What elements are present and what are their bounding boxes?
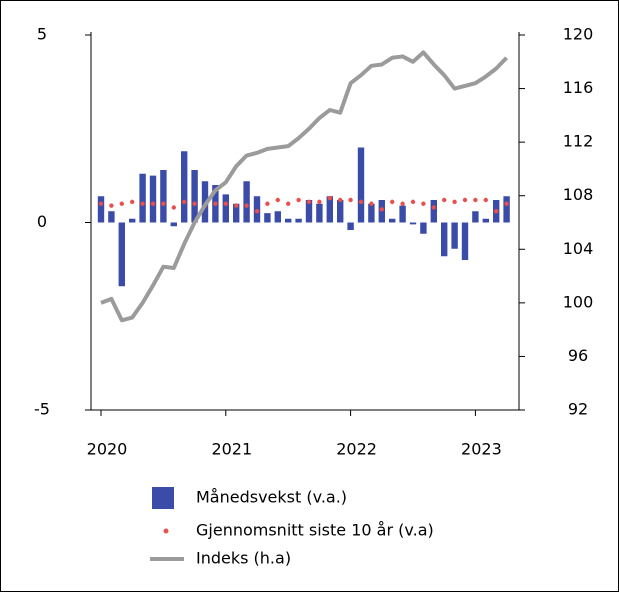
x-tick-label: 2020 xyxy=(87,440,128,459)
dot xyxy=(130,199,135,205)
legend-swatch xyxy=(152,487,174,509)
bar xyxy=(430,200,437,223)
dot xyxy=(98,201,104,206)
dot xyxy=(462,197,468,203)
bar xyxy=(191,170,198,223)
bar xyxy=(170,222,177,227)
dot xyxy=(379,207,384,212)
dot xyxy=(410,199,416,205)
bar xyxy=(337,200,344,223)
legend-label: Månedsvekst (v.a.) xyxy=(196,488,347,507)
dot xyxy=(348,197,353,203)
y2-tick-label: 112 xyxy=(563,132,594,151)
legend-label: Indeks (h.a) xyxy=(196,549,291,568)
dot xyxy=(327,195,332,201)
dot xyxy=(234,203,239,208)
dot xyxy=(421,201,426,206)
dot xyxy=(442,197,447,203)
bar xyxy=(305,200,313,223)
dot xyxy=(192,201,197,206)
dot xyxy=(494,209,499,214)
bar xyxy=(243,181,250,223)
bar xyxy=(160,170,167,223)
y2-tick-label: 96 xyxy=(568,346,588,365)
y2-tick-label: 100 xyxy=(563,292,594,311)
dot xyxy=(296,197,301,203)
dot xyxy=(223,201,228,206)
dot xyxy=(452,199,457,205)
bar xyxy=(399,205,406,223)
dot xyxy=(358,199,364,205)
bar xyxy=(181,151,188,223)
bar xyxy=(316,203,323,223)
bar xyxy=(108,211,115,223)
x-tick-label: 2022 xyxy=(336,440,377,459)
dot xyxy=(109,203,114,208)
bar xyxy=(503,196,510,223)
dot xyxy=(119,201,125,206)
dot xyxy=(400,201,405,206)
bar xyxy=(274,211,281,223)
dot xyxy=(390,199,395,205)
bar xyxy=(285,218,292,223)
bar xyxy=(139,173,146,223)
dot xyxy=(182,199,187,205)
dot xyxy=(306,199,312,205)
x-tick-label: 2023 xyxy=(461,440,502,459)
bar xyxy=(129,218,136,223)
legend-label: Gjennomsnitt siste 10 år (v.a) xyxy=(196,521,434,540)
y2-tick-label: 108 xyxy=(563,185,594,204)
dot xyxy=(161,201,166,206)
dot xyxy=(244,203,249,208)
bar xyxy=(118,222,125,287)
dot xyxy=(473,197,478,203)
bar xyxy=(149,175,157,223)
bar xyxy=(347,222,354,230)
y-tick-label: 5 xyxy=(37,25,47,44)
dot xyxy=(265,201,270,206)
y2-tick-label: 104 xyxy=(563,239,594,258)
bar xyxy=(357,147,365,223)
y2-tick-label: 92 xyxy=(568,400,588,419)
x-tick-label: 2021 xyxy=(211,440,252,459)
y2-tick-label: 120 xyxy=(563,25,594,44)
dot xyxy=(254,209,260,214)
legend-swatch xyxy=(163,528,169,534)
bar xyxy=(326,196,333,223)
dot xyxy=(338,197,343,203)
y-tick-label: 0 xyxy=(37,212,47,231)
bar xyxy=(482,218,489,223)
y2-tick-label: 116 xyxy=(563,78,594,97)
dot xyxy=(317,199,322,205)
dot xyxy=(140,201,145,206)
bar xyxy=(389,218,396,223)
bar xyxy=(295,218,302,223)
dot xyxy=(213,201,218,206)
bar xyxy=(222,194,229,223)
dot xyxy=(369,201,374,206)
bar xyxy=(97,196,105,223)
dot xyxy=(431,205,436,210)
bar xyxy=(409,222,417,225)
bar xyxy=(368,203,375,223)
index-line xyxy=(100,50,509,323)
dot xyxy=(275,197,280,203)
bar xyxy=(233,203,240,223)
bar xyxy=(472,211,479,223)
dot xyxy=(504,201,509,206)
dot xyxy=(150,201,156,206)
dot xyxy=(286,201,291,206)
dot xyxy=(171,205,176,210)
dot xyxy=(483,197,488,203)
y-tick-label: -5 xyxy=(34,400,50,419)
bar xyxy=(461,222,469,260)
bar xyxy=(441,222,448,257)
bar xyxy=(451,222,458,249)
bar xyxy=(420,222,427,234)
bar xyxy=(264,213,271,223)
